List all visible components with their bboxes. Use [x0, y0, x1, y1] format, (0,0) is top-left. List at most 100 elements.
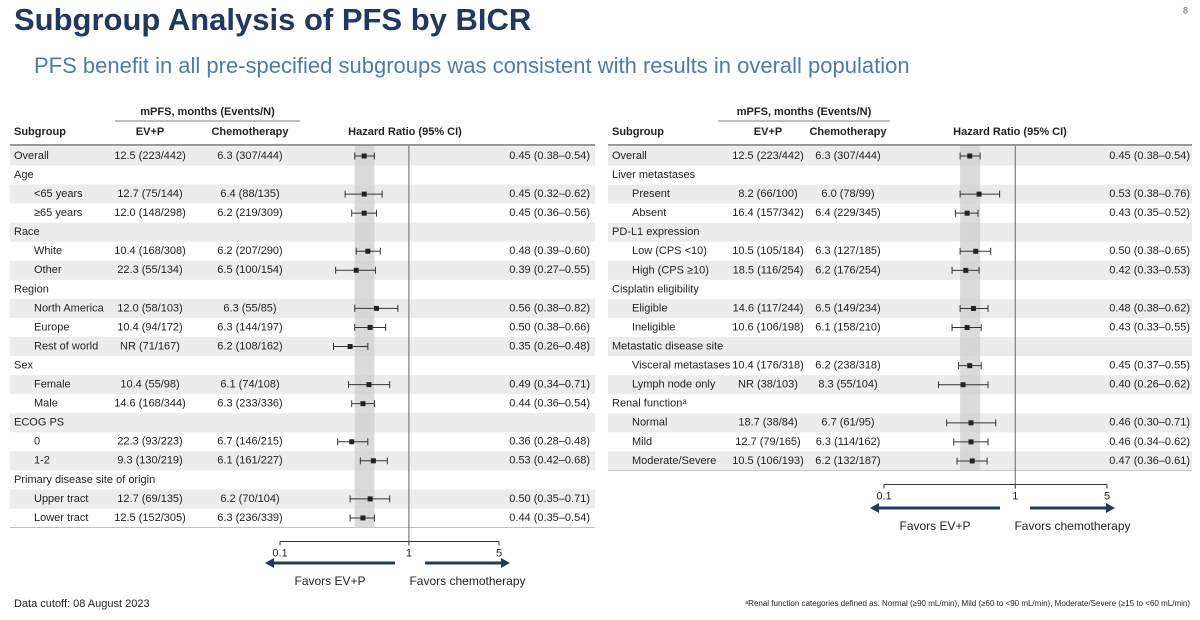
hr-point — [367, 496, 373, 502]
row-band — [608, 375, 1192, 395]
row-band — [608, 184, 1192, 204]
ev-p-value: 12.0 (58/103) — [117, 302, 182, 314]
chemo-value: 6.3 (233/336) — [217, 398, 282, 410]
ev-p-value: 10.4 (168/308) — [114, 245, 186, 257]
hr-point — [361, 210, 367, 216]
chemo-value: 6.0 (78/99) — [821, 188, 874, 200]
hr-label: 0.43 (0.35–0.52) — [1109, 207, 1190, 219]
ev-p-value: 18.7 (38/84) — [738, 417, 797, 429]
row-band — [10, 413, 595, 433]
ev-p-value: 12.7 (69/135) — [117, 493, 182, 505]
subgroup-label: High (CPS ≥10) — [632, 264, 709, 276]
hr-point — [964, 325, 970, 331]
ev-p-value: 10.6 (106/198) — [732, 321, 804, 333]
arrow-head — [1106, 503, 1115, 513]
ev-p-value: 12.5 (152/305) — [114, 512, 186, 524]
hr-label: 0.49 (0.34–0.71) — [509, 379, 590, 391]
x-tick-label: 0.1 — [876, 490, 891, 502]
subgroup-header: Region — [14, 283, 49, 295]
column-header: Hazard Ratio (95% CI) — [953, 126, 1067, 138]
chemo-value: 8.3 (55/104) — [818, 379, 877, 391]
chemo-value: 6.2 (219/309) — [217, 207, 282, 219]
row-band — [608, 451, 1192, 471]
x-tick-label: 0.1 — [272, 547, 287, 559]
row-band — [608, 298, 1192, 319]
ev-p-value: 12.7 (75/144) — [117, 188, 182, 200]
chemo-value: 6.1 (161/227) — [217, 455, 282, 467]
favor-label: Favors EV+P — [899, 519, 970, 533]
chemo-value: 6.1 (74/108) — [220, 379, 279, 391]
hr-point — [970, 305, 976, 311]
ev-p-value: 12.5 (223/442) — [732, 150, 804, 162]
subgroup-label: Normal — [632, 417, 667, 429]
hr-point — [349, 439, 355, 445]
hr-point — [968, 439, 974, 445]
column-header: Chemotherapy — [809, 126, 887, 138]
chemo-value: 6.3 (55/85) — [223, 302, 276, 314]
hr-point — [365, 248, 371, 254]
chemo-value: 6.5 (100/154) — [217, 264, 282, 276]
ev-p-value: 22.3 (55/134) — [117, 264, 182, 276]
subgroup-label: ≥65 years — [34, 207, 83, 219]
ev-p-value: NR (71/167) — [120, 340, 180, 352]
row-band — [608, 413, 1192, 433]
ev-p-value: 10.4 (176/318) — [732, 360, 804, 372]
subgroup-label: North America — [34, 302, 105, 314]
ev-p-value: 22.3 (93/223) — [117, 436, 182, 448]
hr-point — [963, 267, 969, 273]
subgroup-header: ECOG PS — [14, 417, 64, 429]
hr-label: 0.39 (0.27–0.55) — [509, 264, 590, 276]
x-tick-label: 5 — [496, 547, 502, 559]
hr-point — [353, 267, 359, 273]
row-band — [10, 489, 595, 509]
subgroup-label: Moderate/Severe — [632, 455, 716, 467]
hr-point — [964, 210, 970, 216]
favor-label: Favors chemotherapy — [409, 574, 525, 588]
ev-p-value: 16.4 (157/342) — [732, 207, 804, 219]
subgroup-label: Mild — [632, 436, 652, 448]
chemo-value: 6.2 (70/104) — [220, 493, 279, 505]
x-tick-label: 1 — [1012, 490, 1018, 502]
subgroup-label: Rest of world — [34, 340, 98, 352]
subgroup-header: Renal functionᵃ — [612, 398, 687, 410]
subgroup-header: Sex — [14, 359, 33, 371]
hr-point — [968, 420, 974, 426]
ev-p-value: 14.6 (117/244) — [733, 302, 804, 314]
subgroup-header: Liver metastases — [612, 169, 696, 181]
chemo-value: 6.2 (207/290) — [217, 245, 282, 257]
hr-label: 0.45 (0.38–0.54) — [1109, 150, 1190, 162]
hr-label: 0.36 (0.28–0.48) — [509, 436, 590, 448]
hr-point — [361, 153, 367, 159]
hr-label: 0.45 (0.36–0.56) — [509, 207, 590, 219]
subgroup-label: Europe — [34, 321, 69, 333]
subgroup-label: Eligible — [632, 302, 667, 314]
subgroup-label: Upper tract — [34, 493, 88, 505]
chemo-value: 6.4 (229/345) — [815, 207, 880, 219]
page-number: 8 — [1183, 5, 1188, 15]
chemo-value: 6.2 (238/318) — [815, 360, 880, 372]
hr-label: 0.45 (0.32–0.62) — [509, 188, 590, 200]
chemo-value: 6.4 (88/135) — [220, 188, 279, 200]
subgroup-label: <65 years — [34, 188, 83, 200]
hr-point — [360, 515, 366, 521]
row-band — [10, 336, 595, 357]
hr-label: 0.44 (0.36–0.54) — [509, 398, 590, 410]
row-band — [608, 260, 1192, 280]
hr-label: 0.48 (0.38–0.62) — [1109, 302, 1190, 314]
row-band — [10, 260, 595, 280]
subgroup-header: Primary disease site of origin — [14, 474, 155, 486]
hr-label: 0.45 (0.38–0.54) — [509, 150, 590, 162]
subgroup-label: 0 — [34, 436, 40, 448]
hr-label: 0.48 (0.39–0.60) — [509, 245, 590, 257]
hr-point — [973, 248, 979, 254]
hr-point — [373, 305, 379, 311]
row-band — [10, 451, 595, 471]
chemo-value: 6.3 (307/444) — [217, 150, 282, 162]
subgroup-header: Race — [14, 226, 40, 238]
subgroup-label: Overall — [612, 150, 647, 162]
hr-point — [361, 191, 367, 197]
ev-p-value: 18.5 (116/254) — [733, 264, 804, 276]
ev-p-value: 10.4 (94/172) — [117, 321, 182, 333]
chemo-value: 6.3 (144/197) — [217, 321, 282, 333]
